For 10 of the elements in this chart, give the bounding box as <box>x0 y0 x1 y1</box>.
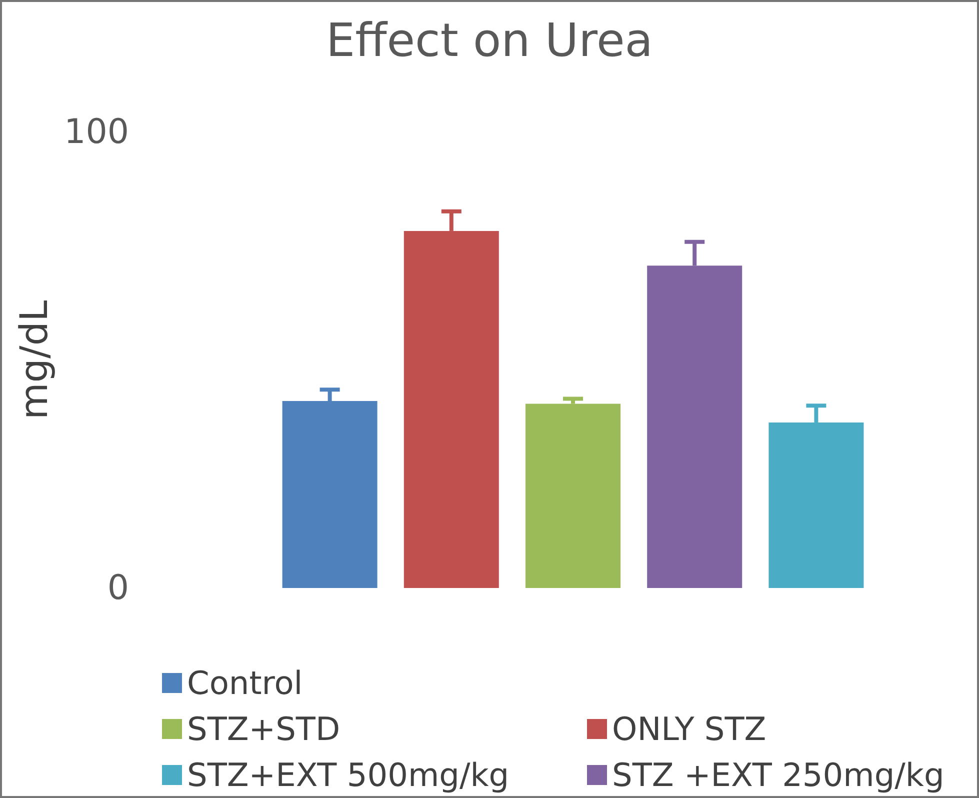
chart-title: Effect on Urea <box>326 13 653 67</box>
y-tick-label: 0 <box>107 568 129 608</box>
legend-label: STZ+EXT 500mg/kg <box>187 756 510 794</box>
legend-label: ONLY STZ <box>612 710 766 748</box>
legend-label: Control <box>187 664 303 702</box>
y-tick-label: 100 <box>64 112 129 152</box>
y-axis-title: mg/dL <box>12 300 56 420</box>
legend-label: STZ +EXT 250mg/kg <box>612 756 944 794</box>
bar <box>526 404 620 588</box>
legend-label: STZ+STD <box>187 710 340 748</box>
